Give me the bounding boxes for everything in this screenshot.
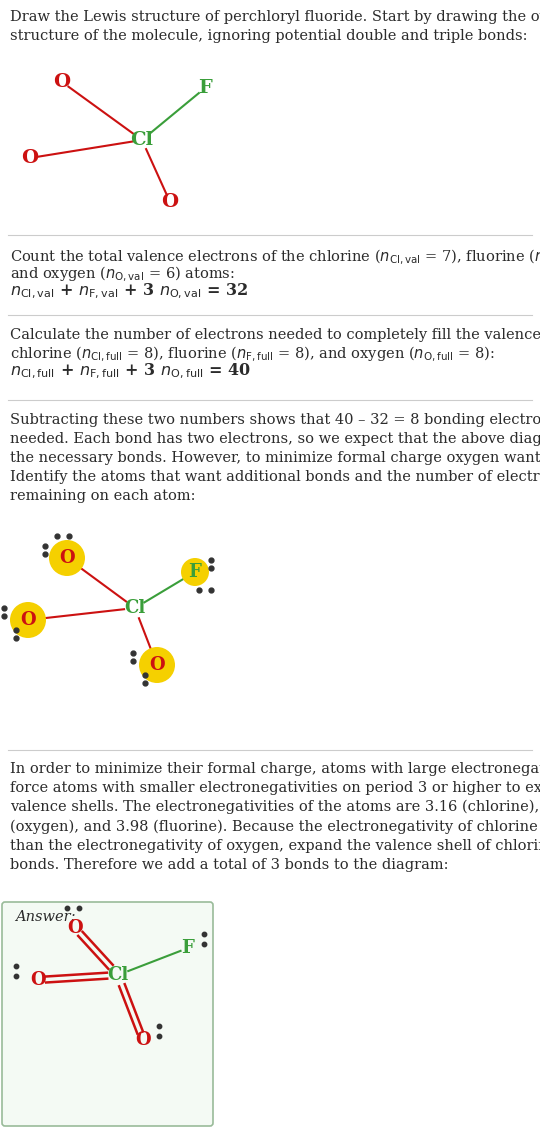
Text: O: O: [59, 549, 75, 567]
Text: O: O: [135, 1031, 151, 1049]
Text: Cl: Cl: [131, 131, 153, 149]
Text: $n_\mathrm{Cl,full}$ + $n_\mathrm{F,full}$ + 3 $n_\mathrm{O,full}$ = 40: $n_\mathrm{Cl,full}$ + $n_\mathrm{F,full…: [10, 362, 251, 381]
Text: O: O: [30, 971, 46, 989]
Text: F: F: [198, 79, 212, 97]
FancyBboxPatch shape: [2, 902, 213, 1125]
Text: and oxygen ($n_\mathrm{O,val}$ = 6) atoms:: and oxygen ($n_\mathrm{O,val}$ = 6) atom…: [10, 266, 235, 285]
Text: O: O: [149, 657, 165, 673]
Text: F: F: [181, 939, 194, 957]
Text: Subtracting these two numbers shows that 40 – 32 = 8 bonding electrons are
neede: Subtracting these two numbers shows that…: [10, 412, 540, 503]
Circle shape: [10, 602, 46, 638]
Circle shape: [139, 647, 175, 683]
Text: In order to minimize their formal charge, atoms with large electronegativities c: In order to minimize their formal charge…: [10, 762, 540, 872]
Text: Cl: Cl: [124, 599, 146, 617]
Text: O: O: [53, 73, 71, 92]
Text: O: O: [161, 193, 179, 211]
Text: $n_\mathrm{Cl,val}$ + $n_\mathrm{F,val}$ + 3 $n_\mathrm{O,val}$ = 32: $n_\mathrm{Cl,val}$ + $n_\mathrm{F,val}$…: [10, 282, 248, 302]
Circle shape: [181, 558, 209, 586]
Text: Draw the Lewis structure of perchloryl fluoride. Start by drawing the overall
st: Draw the Lewis structure of perchloryl f…: [10, 10, 540, 43]
Text: Cl: Cl: [107, 966, 129, 984]
Text: F: F: [188, 563, 201, 581]
Text: Count the total valence electrons of the chlorine ($n_\mathrm{Cl,val}$ = 7), flu: Count the total valence electrons of the…: [10, 247, 540, 268]
Text: Calculate the number of electrons needed to completely fill the valence shells f: Calculate the number of electrons needed…: [10, 328, 540, 342]
Text: Answer:: Answer:: [15, 910, 76, 924]
Text: O: O: [67, 919, 83, 937]
Text: O: O: [22, 149, 38, 167]
Text: chlorine ($n_\mathrm{Cl,full}$ = 8), fluorine ($n_\mathrm{F,full}$ = 8), and oxy: chlorine ($n_\mathrm{Cl,full}$ = 8), flu…: [10, 345, 495, 364]
Text: O: O: [20, 611, 36, 629]
Circle shape: [49, 540, 85, 576]
